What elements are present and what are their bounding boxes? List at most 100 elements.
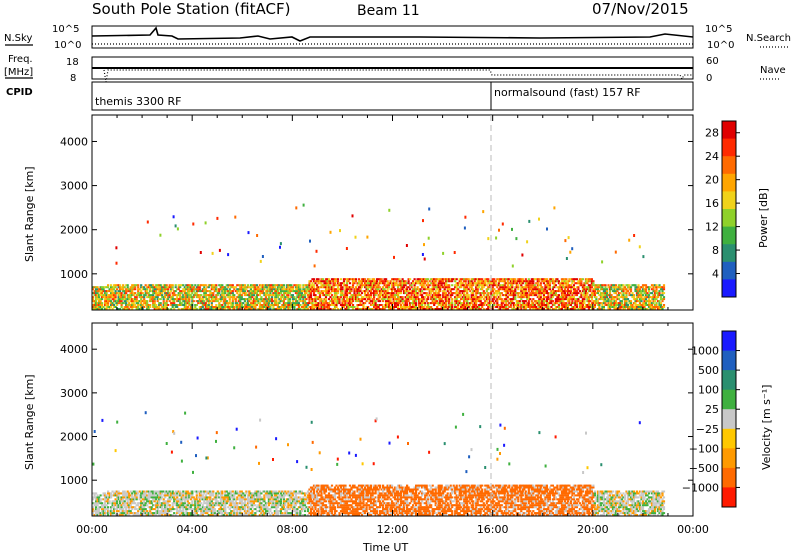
heatmap-cell — [505, 288, 508, 291]
heatmap-cell — [161, 296, 164, 299]
nsearch-tick-top: 10^5 — [705, 24, 732, 35]
heatmap-cell — [137, 284, 140, 287]
heatmap-cell — [309, 298, 313, 301]
heatmap-cell — [613, 298, 616, 301]
heatmap-cell — [379, 308, 382, 310]
heatmap-cell — [141, 514, 144, 516]
heatmap-cell — [285, 292, 288, 295]
heatmap-cell — [278, 306, 281, 308]
heatmap-cell — [649, 308, 652, 310]
heatmap-cell — [119, 512, 122, 515]
heatmap-cell — [125, 508, 128, 511]
heatmap-cell — [293, 308, 296, 310]
heatmap-cell — [335, 300, 338, 303]
heatmap-cell — [195, 300, 198, 303]
heatmap-cell — [353, 280, 356, 283]
heatmap-cell — [523, 294, 526, 297]
heatmap-cell — [144, 494, 147, 497]
heatmap-cell — [312, 306, 316, 308]
heatmap-cell — [158, 506, 161, 509]
heatmap-cell — [171, 494, 174, 497]
heatmap-cell — [457, 304, 460, 306]
heatmap-cell — [511, 302, 514, 305]
heatmap-cell — [248, 294, 251, 297]
heatmap-cell — [197, 294, 200, 297]
heatmap-cell — [99, 292, 102, 295]
heatmap-cell — [132, 304, 135, 306]
heatmap-cell — [373, 304, 376, 306]
heatmap-cell — [605, 304, 609, 306]
heatmap-cell — [273, 286, 276, 289]
heatmap-cell — [279, 242, 282, 246]
heatmap-cell — [385, 284, 388, 287]
heatmap-cell — [222, 292, 225, 295]
heatmap-cell — [144, 288, 147, 291]
heatmap-cell — [321, 308, 325, 310]
heatmap-cell — [466, 304, 469, 306]
heatmap-cell — [569, 288, 572, 291]
heatmap-cell — [195, 304, 198, 306]
heatmap-cell — [225, 288, 228, 291]
heatmap-cell — [129, 290, 132, 293]
heatmap-cell — [123, 490, 126, 493]
heatmap-cell — [129, 306, 132, 308]
heatmap-cell — [327, 304, 331, 306]
heatmap-cell — [449, 280, 452, 283]
nave-trace — [103, 69, 693, 83]
heatmap-cell — [635, 290, 639, 293]
heatmap-cell — [147, 294, 150, 297]
heatmap-cell — [413, 290, 416, 293]
heatmap-cell — [104, 496, 107, 499]
heatmap-cell — [168, 496, 171, 499]
heatmap-cell — [104, 304, 107, 306]
heatmap-cell — [524, 306, 527, 308]
heatmap-cell — [312, 290, 316, 293]
heatmap-cell — [182, 508, 185, 511]
heatmap-cell — [282, 294, 285, 297]
heatmap-cell — [502, 302, 505, 305]
heatmap-cell — [559, 288, 562, 291]
heatmap-cell — [96, 308, 99, 310]
heatmap-cell — [227, 286, 230, 289]
heatmap-cell — [323, 308, 326, 310]
heatmap-cell — [571, 278, 574, 281]
heatmap-cell — [221, 288, 224, 291]
heatmap-cell — [457, 292, 460, 295]
heatmap-cell — [114, 286, 117, 289]
heatmap-cell — [557, 308, 560, 310]
heatmap-cell — [422, 278, 425, 281]
heatmap-cell — [141, 304, 144, 306]
heatmap-cell — [125, 502, 128, 505]
heatmap-cell — [315, 290, 319, 293]
heatmap-cell — [146, 296, 149, 299]
heatmap-cell — [439, 296, 442, 299]
heatmap-cell — [557, 290, 560, 293]
heatmap-cell — [165, 288, 168, 291]
heatmap-cell — [587, 286, 590, 289]
heatmap-cell — [183, 304, 186, 306]
nsky-label: N.Sky — [4, 33, 32, 44]
heatmap-cell — [116, 510, 119, 513]
heatmap-cell — [174, 304, 177, 306]
heatmap-cell — [470, 306, 473, 308]
heatmap-cell — [476, 284, 479, 287]
heatmap-cell — [162, 502, 165, 505]
heatmap-cell — [394, 306, 397, 308]
heatmap-cell — [351, 296, 355, 299]
heatmap-cell — [461, 278, 464, 281]
heatmap-cell — [601, 260, 604, 264]
heatmap-cell — [152, 296, 155, 299]
heatmap-cell — [400, 292, 403, 295]
heatmap-cell — [449, 302, 452, 305]
heatmap-cell — [345, 290, 349, 293]
heatmap-cell — [156, 504, 159, 507]
heatmap-cell — [574, 290, 577, 293]
heatmap-cell — [186, 298, 189, 301]
heatmap-cell — [204, 284, 207, 287]
heatmap-cell — [117, 506, 120, 509]
heatmap-cell — [533, 294, 536, 297]
heatmap-cell — [242, 284, 245, 287]
freq-unit-label: [MHz] — [4, 67, 33, 78]
heatmap-cell — [523, 304, 526, 306]
heatmap-cell — [306, 286, 310, 289]
